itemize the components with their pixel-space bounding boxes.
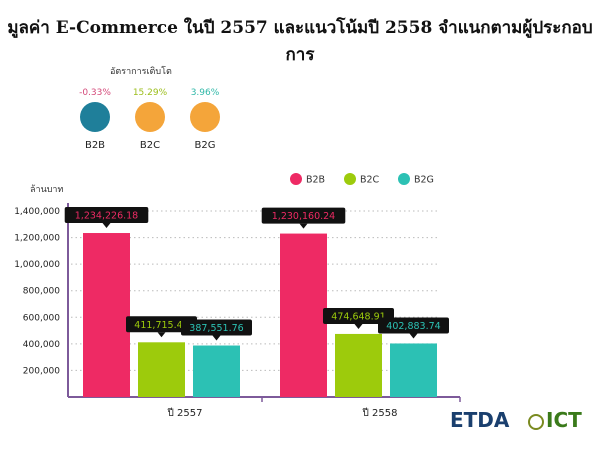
page-title: มูลค่า E-Commerce ในปี 2557 และแนวโน้มปี… (7, 18, 593, 65)
business-buildings-icon (80, 102, 110, 132)
growth-label: B2B (84, 140, 106, 151)
data-label-pointer (354, 323, 363, 329)
data-label: 1,230,160.24 (272, 211, 335, 222)
bar-b2g (390, 343, 437, 397)
ict-logo: ICT (528, 408, 582, 432)
etda-logo: ETDA (450, 408, 510, 432)
data-label-pointer (157, 332, 166, 338)
bar-b2c (335, 333, 382, 397)
growth-value: -0.33% (79, 88, 111, 98)
legend-label: B2G (414, 175, 434, 186)
data-label-pointer (102, 223, 111, 229)
data-label-box (323, 307, 394, 324)
growth-item-b2g: 3.96% B2G (180, 88, 230, 151)
person-laptop-icon (135, 102, 165, 132)
bar-b2g (193, 345, 240, 397)
y-tick-label: 400,000 (23, 340, 60, 350)
data-label-box (126, 316, 197, 333)
data-label-box (181, 319, 252, 336)
growth-item-b2b: -0.33% B2B (70, 88, 120, 151)
data-label: 1,234,226.18 (75, 211, 138, 222)
growth-label: B2G (194, 140, 216, 151)
y-tick-label: 600,000 (23, 313, 60, 323)
data-label-pointer (212, 335, 221, 341)
data-label-pointer (299, 223, 308, 229)
legend-marker-b2b (290, 173, 302, 185)
growth-value: 3.96% (190, 88, 220, 98)
legend-label: B2B (306, 175, 325, 186)
growth-value: 15.29% (132, 88, 168, 98)
data-label-box (378, 317, 449, 334)
data-label: 402,883.74 (386, 321, 440, 332)
growth-label: B2C (139, 140, 161, 151)
y-tick-label: 1,400,000 (14, 207, 60, 217)
growth-item-b2c: 15.29% B2C (125, 88, 175, 151)
bar-b2c (138, 342, 185, 397)
growth-title: อัตราการเติบโต (110, 67, 172, 77)
data-label-pointer (409, 333, 418, 339)
bar-b2b (83, 233, 130, 397)
y-tick-label: 200,000 (23, 366, 60, 376)
data-label: 387,551.76 (189, 323, 243, 334)
x-tick-label: ปี 2558 (362, 407, 398, 419)
legend-label: B2C (360, 175, 380, 186)
data-label: 411,715.41 (134, 320, 188, 331)
data-label: 474,648.91 (331, 311, 385, 322)
y-tick-label: 800,000 (23, 287, 60, 297)
data-label-box (261, 207, 346, 224)
legend-marker-b2c (344, 173, 356, 185)
group-people-icon (190, 102, 220, 132)
y-axis-label: ล้านบาท (30, 184, 63, 195)
legend-marker-b2g (398, 173, 410, 185)
bar-b2b (280, 233, 327, 397)
x-tick-label: ปี 2557 (167, 407, 203, 419)
y-tick-label: 1,200,000 (14, 234, 60, 244)
y-tick-label: 1,000,000 (14, 260, 60, 270)
data-label-box (64, 207, 149, 224)
